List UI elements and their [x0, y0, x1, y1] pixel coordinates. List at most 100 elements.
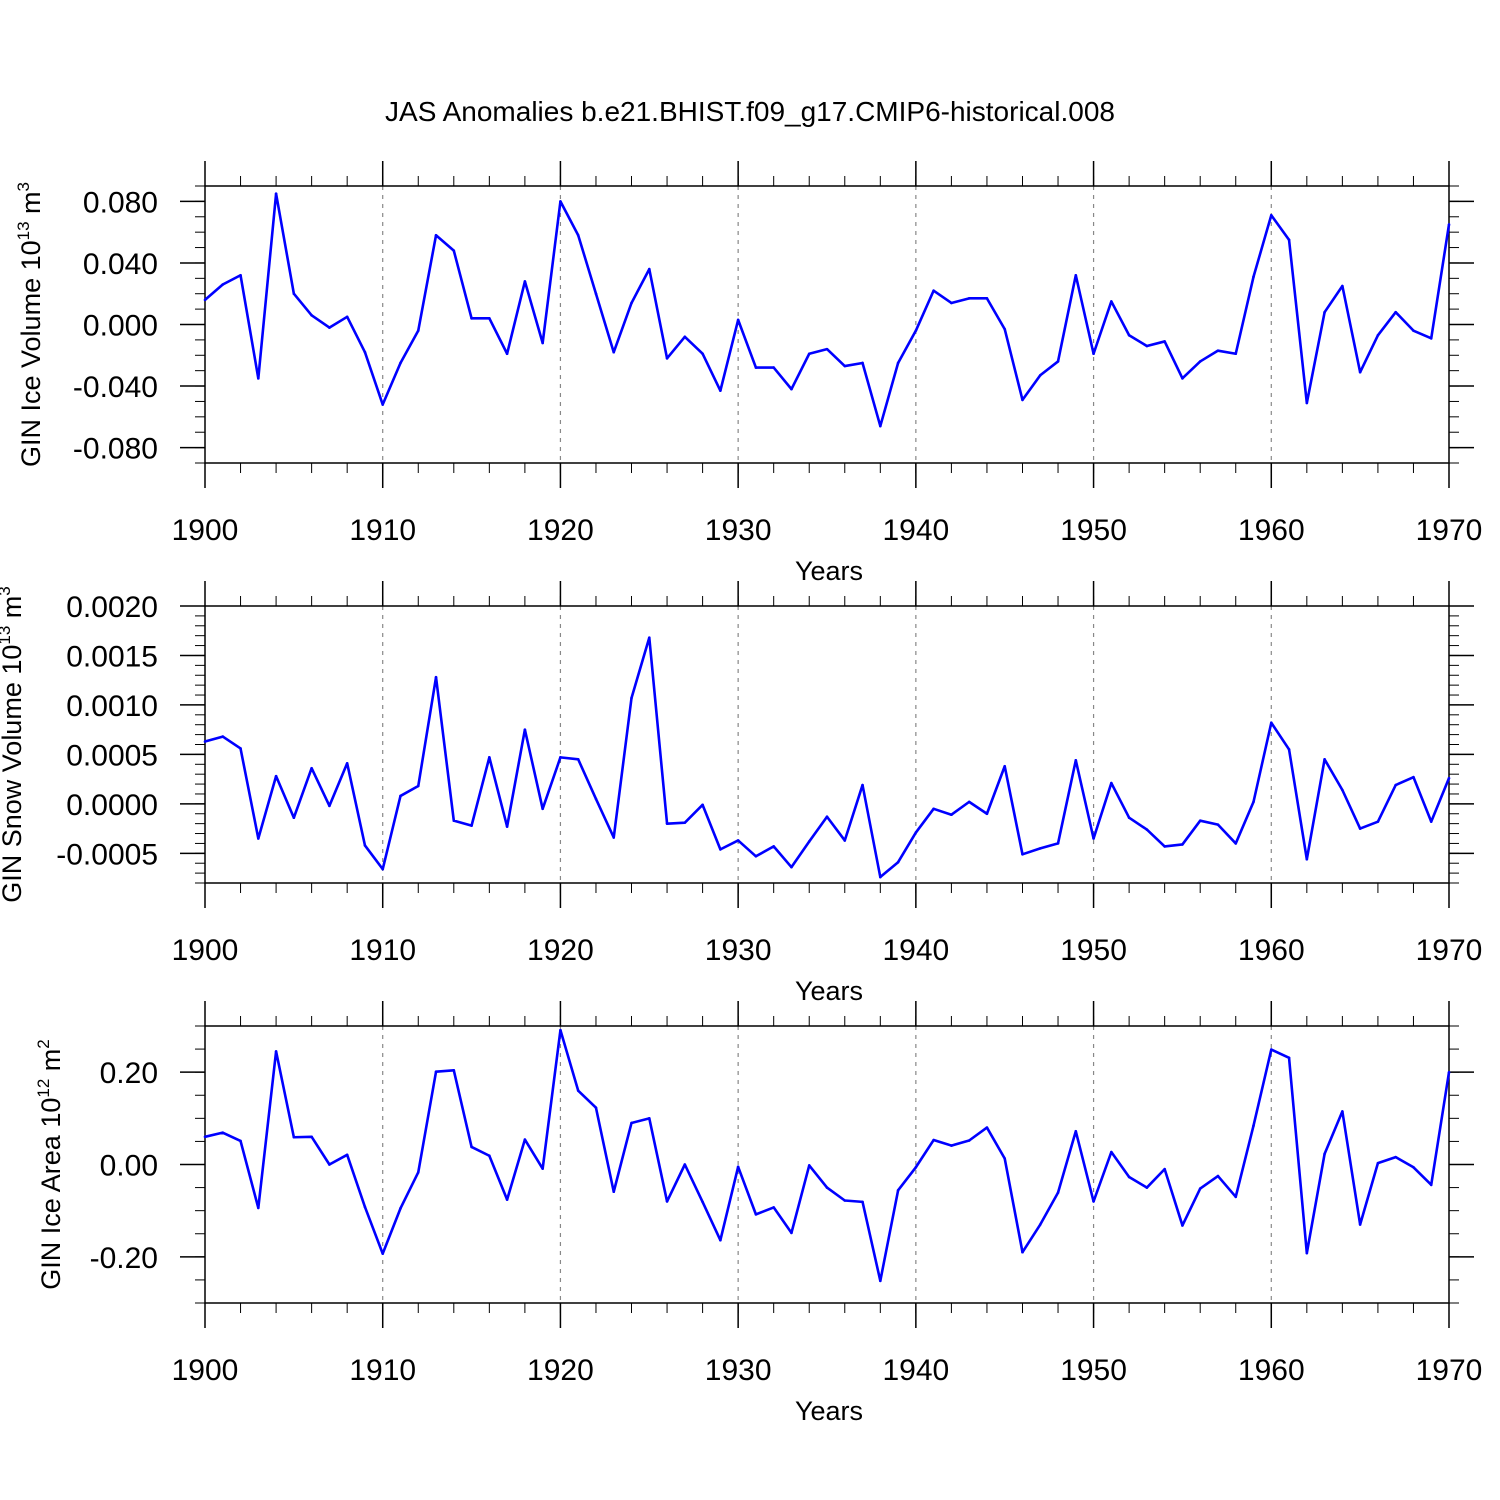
data-point: [559, 1028, 562, 1032]
data-point: [1252, 1124, 1255, 1128]
data-point: [950, 813, 953, 817]
y-tick-label: 0.20: [100, 1057, 158, 1090]
data-point: [736, 1165, 740, 1169]
x-tick-label: 1940: [882, 1354, 949, 1387]
panel-1: -0.080 -0.040 0.000 0.040 0.080 1900 1910 1920 1…: [14, 161, 1482, 586]
data-point: [399, 361, 402, 365]
y-tick-label: 0.0015: [66, 640, 158, 673]
y-axis-title: GIN Snow Volume 1013 m3: [0, 586, 27, 903]
data-point: [719, 389, 722, 392]
data-point: [1269, 721, 1273, 725]
data-point: [1021, 1250, 1024, 1254]
data-point: [1447, 1070, 1451, 1074]
y-axis-title-superscript: 3: [0, 586, 14, 595]
data-point: [1038, 1223, 1042, 1226]
data-point: [1358, 370, 1362, 374]
data-point: [505, 1198, 509, 1201]
data-point: [1145, 344, 1149, 348]
data-point: [1127, 333, 1131, 337]
data-point: [363, 1205, 367, 1209]
data-point: [328, 804, 331, 808]
data-point: [630, 301, 633, 305]
data-point: [576, 233, 580, 237]
data-point: [1252, 800, 1255, 804]
x-tick-label: 1960: [1238, 1354, 1305, 1387]
y-tick-label: 0.0010: [66, 690, 158, 723]
data-point: [985, 297, 989, 300]
data-point: [452, 249, 456, 252]
data-point: [257, 377, 260, 380]
data-point: [239, 273, 242, 277]
data-point: [345, 1153, 349, 1157]
data-point: [1181, 377, 1184, 380]
data-point: [1394, 1155, 1397, 1159]
data-point: [683, 1163, 687, 1166]
y-tick-label: -0.040: [73, 371, 158, 404]
data-point: [363, 844, 367, 847]
data-point: [754, 854, 758, 858]
data-point: [541, 341, 544, 345]
data-point: [861, 783, 864, 787]
data-point: [1198, 1187, 1202, 1190]
x-tick-label: 1900: [172, 934, 239, 967]
plot-frame: [204, 1025, 1450, 1304]
data-point: [1021, 853, 1024, 856]
data-point: [1447, 776, 1451, 780]
x-tick-label: 1950: [1060, 514, 1127, 547]
data-point: [274, 1050, 278, 1053]
data-point: [719, 848, 722, 851]
y-tick-label: 0.0005: [66, 739, 158, 772]
data-point: [1287, 1056, 1291, 1060]
data-point: [807, 352, 811, 356]
data-point: [559, 200, 562, 203]
y-axis-title-superscript: 3: [14, 182, 33, 191]
data-point: [310, 1135, 313, 1139]
y-axis-title-text: m: [0, 596, 27, 626]
data-point: [1412, 775, 1415, 779]
y-tick-label: -0.0005: [56, 838, 158, 871]
data-point: [1234, 842, 1238, 845]
data-point: [399, 1207, 402, 1210]
x-tick-label: 1970: [1416, 934, 1483, 967]
y-tick-label: -0.20: [90, 1242, 158, 1275]
x-tick-label: 1910: [349, 934, 416, 967]
x-tick-label: 1920: [527, 514, 594, 547]
data-point: [1163, 845, 1166, 848]
data-point: [1127, 816, 1131, 820]
data-point: [985, 812, 989, 816]
chart-title: JAS Anomalies b.e21.BHIST.f09_g17.CMIP6-…: [385, 96, 1115, 127]
data-point: [434, 1070, 438, 1074]
data-point: [328, 1163, 331, 1166]
y-axis-title-superscript: 13: [14, 221, 33, 240]
data-point: [541, 807, 544, 811]
data-point: [612, 836, 616, 839]
data-point: [612, 1190, 616, 1194]
y-tick-label: -0.080: [73, 433, 158, 466]
data-point: [1216, 1174, 1220, 1178]
data-point: [665, 822, 669, 825]
data-point: [1412, 329, 1415, 332]
series-line: [204, 636, 1451, 879]
y-tick-label: 0.000: [83, 310, 158, 343]
data-point: [221, 283, 225, 286]
y-axis-title-text: m: [36, 1049, 66, 1079]
x-tick-label: 1900: [172, 1354, 239, 1387]
data-point: [488, 317, 491, 320]
data-point: [914, 831, 918, 834]
data-point: [1092, 352, 1095, 356]
data-point: [310, 766, 313, 770]
y-axis-title-text: m: [16, 191, 46, 221]
data-point: [1056, 842, 1060, 845]
data-point: [1198, 360, 1202, 363]
data-point: [861, 361, 864, 365]
data-point: [647, 1117, 651, 1120]
data-point: [363, 350, 367, 354]
x-tick-label: 1930: [705, 1354, 772, 1387]
data-point: [1181, 1224, 1184, 1227]
data-point: [505, 352, 509, 356]
data-point: [772, 366, 775, 369]
data-point: [1323, 310, 1326, 314]
data-point: [381, 403, 385, 406]
data-point: [1358, 1223, 1362, 1226]
data-point: [1074, 1129, 1078, 1133]
